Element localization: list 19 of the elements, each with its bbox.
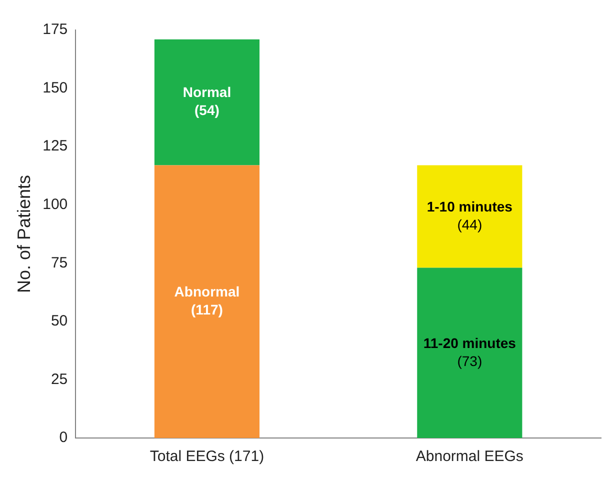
series-label: 1-10 minutes xyxy=(426,198,513,214)
y-tick-label: 150 xyxy=(42,79,68,96)
y-tick-label: 125 xyxy=(42,138,68,155)
data-label: (44) xyxy=(457,216,482,232)
y-tick-label: 75 xyxy=(50,254,68,272)
y-tick-label: 175 xyxy=(42,21,68,38)
series-label: Normal xyxy=(182,84,232,100)
y-axis-title: No. of Patients xyxy=(14,174,34,294)
x-tick-label: Abnormal EEGs xyxy=(416,448,524,466)
y-tick-label: 0 xyxy=(59,429,68,446)
series-label: 11-20 minutes xyxy=(423,334,516,351)
y-tick-label: 100 xyxy=(42,196,68,213)
data-label: (54) xyxy=(194,102,220,118)
series-label: Abnormal xyxy=(174,283,240,300)
y-tick-label: 50 xyxy=(50,312,68,330)
data-label: (73) xyxy=(457,352,482,369)
y-tick-label: 25 xyxy=(50,370,68,388)
data-label: (117) xyxy=(191,301,223,318)
x-tick-label: Total EEGs (171) xyxy=(150,448,264,466)
